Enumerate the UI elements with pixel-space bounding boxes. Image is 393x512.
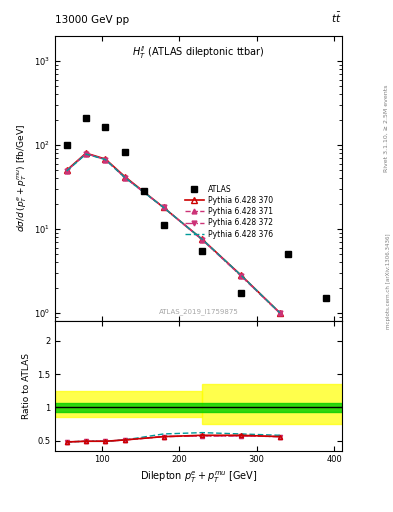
Pythia 6.428 372 [277,310,282,316]
ATLAS [84,115,88,121]
Pythia 6.428 370 [200,237,205,243]
Pythia 6.428 370 [103,156,108,162]
Pythia 6.428 376 [103,157,108,163]
Pythia 6.428 372 [103,157,108,163]
Line: ATLAS: ATLAS [64,115,329,301]
Pythia 6.428 371 [161,204,166,210]
Text: mcplots.cern.ch [arXiv:1306.3436]: mcplots.cern.ch [arXiv:1306.3436] [386,234,391,329]
Pythia 6.428 376 [277,310,282,316]
Text: $t\bar{t}$: $t\bar{t}$ [331,11,342,25]
Line: Pythia 6.428 370: Pythia 6.428 370 [64,151,283,315]
ATLAS [239,290,244,296]
Pythia 6.428 372 [161,204,166,210]
Pythia 6.428 371 [239,273,244,279]
Text: 13000 GeV pp: 13000 GeV pp [55,15,129,25]
ATLAS [123,148,127,155]
Text: $H_T^{ll}$ (ATLAS dileptonic ttbar): $H_T^{ll}$ (ATLAS dileptonic ttbar) [132,45,265,61]
Pythia 6.428 370 [239,272,244,279]
Pythia 6.428 370 [123,174,127,180]
Pythia 6.428 372 [239,273,244,279]
Pythia 6.428 376 [123,175,127,181]
Legend: ATLAS, Pythia 6.428 370, Pythia 6.428 371, Pythia 6.428 372, Pythia 6.428 376: ATLAS, Pythia 6.428 370, Pythia 6.428 37… [182,182,275,241]
Pythia 6.428 372 [84,151,88,157]
ATLAS [142,188,147,195]
ATLAS [64,142,69,148]
Pythia 6.428 372 [64,168,69,174]
ATLAS [200,248,205,254]
ATLAS [103,124,108,130]
Pythia 6.428 376 [84,151,88,157]
Line: Pythia 6.428 372: Pythia 6.428 372 [64,151,282,315]
Pythia 6.428 371 [64,168,69,174]
ATLAS [324,295,329,301]
Line: Pythia 6.428 371: Pythia 6.428 371 [64,151,282,315]
Pythia 6.428 371 [84,151,88,157]
Line: Pythia 6.428 376: Pythia 6.428 376 [67,154,280,313]
Y-axis label: Ratio to ATLAS: Ratio to ATLAS [22,353,31,419]
Pythia 6.428 372 [123,175,127,181]
Pythia 6.428 376 [161,204,166,210]
Pythia 6.428 370 [277,310,282,316]
Pythia 6.428 371 [123,175,127,181]
ATLAS [285,251,290,257]
Pythia 6.428 371 [277,310,282,316]
Pythia 6.428 371 [200,237,205,243]
Pythia 6.428 376 [64,168,69,174]
Text: ATLAS_2019_I1759875: ATLAS_2019_I1759875 [159,309,238,315]
Y-axis label: $d\sigma / d\,(p_T^e + p_T^{mu})$ [fb/GeV]: $d\sigma / d\,(p_T^e + p_T^{mu})$ [fb/Ge… [15,124,29,232]
Pythia 6.428 370 [64,167,69,174]
Bar [55,391,202,417]
Pythia 6.428 372 [200,237,205,243]
Pythia 6.428 370 [161,204,166,210]
Pythia 6.428 370 [84,150,88,156]
Pythia 6.428 371 [103,157,108,163]
Text: Rivet 3.1.10, ≥ 2.5M events: Rivet 3.1.10, ≥ 2.5M events [384,84,389,172]
Pythia 6.428 376 [239,272,244,279]
ATLAS [161,222,166,228]
Bar [55,403,342,412]
Bar [202,384,342,424]
Pythia 6.428 376 [200,237,205,243]
X-axis label: Dilepton $p_T^e + p_T^{mu}$ [GeV]: Dilepton $p_T^e + p_T^{mu}$ [GeV] [140,470,257,485]
